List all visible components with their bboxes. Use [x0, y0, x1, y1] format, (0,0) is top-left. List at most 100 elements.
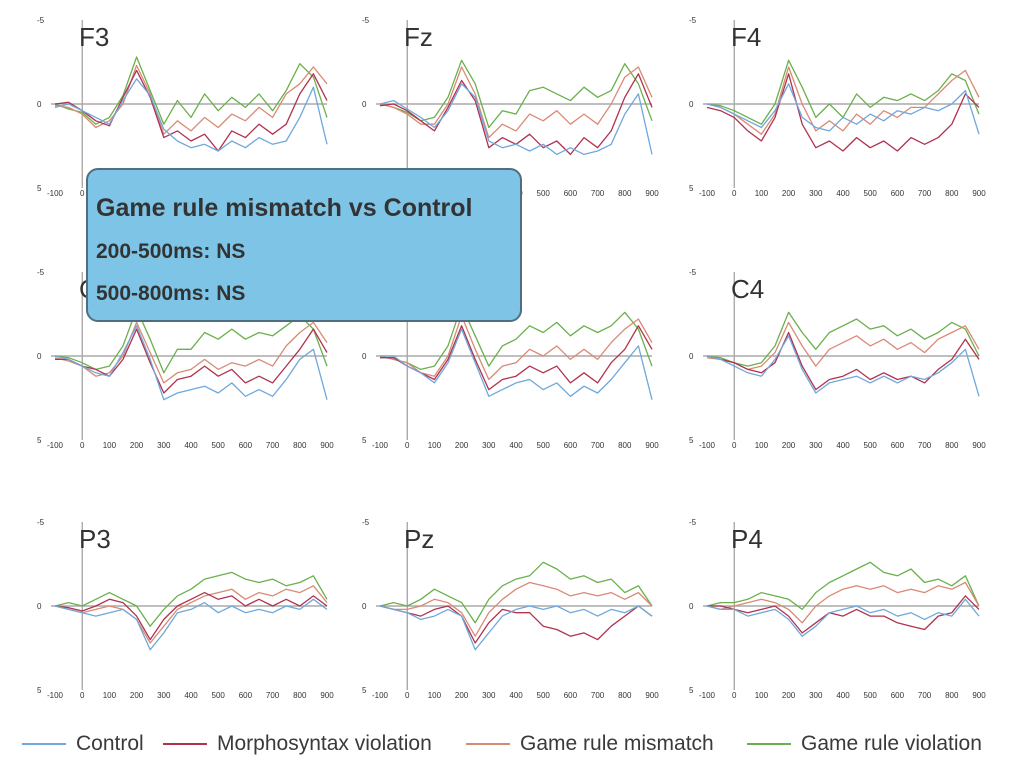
legend-swatch-morphosyntax	[163, 743, 207, 745]
callout-line-1: 200-500ms: NS	[96, 240, 246, 263]
x-tick-label: 700	[591, 441, 605, 450]
x-tick-label: 600	[239, 441, 253, 450]
series-line-game-rule-violation	[706, 59, 980, 125]
x-tick-label: 700	[266, 441, 280, 450]
series-line-control	[706, 335, 980, 397]
y-tick-label: -5	[689, 518, 697, 527]
y-tick-label: 0	[37, 602, 42, 611]
series-line-morphosyntax-violation	[706, 331, 980, 391]
x-tick-label: 900	[972, 441, 986, 450]
y-tick-label: -5	[362, 16, 370, 25]
y-tick-label: 5	[689, 686, 694, 695]
y-tick-label: 5	[362, 686, 367, 695]
y-tick-label: 5	[37, 436, 42, 445]
series-line-game-rule-violation	[54, 56, 328, 125]
series-line-game-rule-mismatch	[379, 315, 653, 381]
legend-label-control: Control	[76, 732, 144, 755]
series-line-game-rule-violation	[379, 561, 653, 624]
series-line-control	[54, 78, 328, 152]
x-tick-label: 100	[103, 441, 117, 450]
x-tick-label: 800	[945, 189, 959, 198]
series-line-control	[706, 598, 980, 637]
panel-label-p3: P3	[79, 524, 111, 554]
legend-swatch-control	[22, 743, 66, 745]
series-line-game-rule-violation	[379, 304, 653, 371]
series-line-game-rule-mismatch	[379, 66, 653, 139]
erp-panel-grid: -505-1000100200300400500600700800900F3-5…	[37, 16, 986, 700]
legend-swatch-violation	[747, 743, 791, 745]
x-tick-label: 300	[157, 441, 171, 450]
x-tick-label: 200	[455, 441, 469, 450]
series-line-morphosyntax-violation	[55, 328, 328, 394]
x-tick-label: 800	[618, 189, 632, 198]
x-tick-label: 200	[782, 189, 796, 198]
panel-label-c4: C4	[731, 274, 764, 304]
legend-item-mismatch: Game rule mismatch	[466, 724, 714, 764]
panel-label-f3: F3	[79, 22, 109, 52]
x-tick-label: 500	[864, 441, 878, 450]
series-line-game-rule-mismatch	[54, 585, 328, 644]
legend-label-mismatch: Game rule mismatch	[520, 732, 714, 755]
callout-title: Game rule mismatch vs Control	[96, 194, 473, 222]
x-tick-label: 700	[918, 691, 932, 700]
x-tick-label: 700	[266, 691, 280, 700]
panel-f4: -5 0 5 -100 0 100 200 300 400 500 600 700 800 900 F4	[689, 16, 986, 198]
series-line-game-rule-mismatch	[54, 64, 328, 135]
x-tick-label: 300	[482, 691, 496, 700]
x-tick-label: 900	[972, 691, 986, 700]
series-line-game-rule-mismatch	[706, 581, 980, 624]
panel-c4: -5 0 5 -100 0 100 200 300 400 500 600 700 800 900 C4	[689, 268, 986, 450]
y-tick-label: 0	[37, 352, 42, 361]
x-tick-label: 0	[80, 691, 85, 700]
y-tick-label: 0	[689, 100, 694, 109]
x-tick-label: 800	[945, 691, 959, 700]
x-tick-label: 600	[564, 691, 578, 700]
x-tick-label: 600	[564, 189, 578, 198]
x-tick-label: 0	[732, 691, 737, 700]
legend-item-violation: Game rule violation	[747, 724, 982, 764]
x-tick-label: 300	[809, 441, 823, 450]
x-tick-label: 400	[509, 691, 523, 700]
series-line-morphosyntax-violation	[706, 73, 980, 152]
y-tick-label: 5	[689, 436, 694, 445]
x-tick-label: 0	[80, 189, 85, 198]
series-line-morphosyntax-violation	[379, 605, 653, 644]
x-tick-label: 200	[782, 441, 796, 450]
y-tick-label: 5	[37, 184, 42, 193]
x-tick-label: 900	[645, 189, 659, 198]
x-tick-label: -100	[699, 441, 716, 450]
stats-callout: Game rule mismatch vs Control 200-500ms:…	[86, 168, 522, 322]
panel-label-fz: Fz	[404, 22, 433, 52]
x-tick-label: 300	[809, 691, 823, 700]
panel-c3: -505-1000100200300400500600700800900C3	[37, 268, 334, 450]
x-tick-label: 100	[103, 691, 117, 700]
y-tick-label: -5	[689, 16, 697, 25]
series-line-control	[380, 328, 653, 400]
x-tick-label: 400	[836, 691, 850, 700]
series-line-control	[706, 83, 980, 135]
y-tick-label: 0	[689, 352, 694, 361]
x-tick-label: 600	[891, 441, 905, 450]
series-line-control	[379, 83, 653, 156]
x-tick-label: 900	[972, 189, 986, 198]
x-tick-label: 0	[405, 691, 410, 700]
y-tick-label: 5	[362, 436, 367, 445]
panel-label-pz: Pz	[404, 524, 434, 554]
x-tick-label: 900	[645, 691, 659, 700]
series-line-game-rule-mismatch	[706, 321, 980, 371]
series-line-morphosyntax-violation	[54, 591, 328, 641]
x-tick-label: -100	[47, 691, 64, 700]
y-tick-label: 0	[362, 602, 367, 611]
series-line-game-rule-violation	[379, 59, 653, 129]
x-tick-label: 800	[618, 691, 632, 700]
x-tick-label: 800	[293, 691, 307, 700]
y-tick-label: 0	[362, 100, 367, 109]
x-tick-label: 400	[184, 441, 198, 450]
x-tick-label: 600	[891, 691, 905, 700]
y-tick-label: 5	[689, 184, 694, 193]
x-tick-label: 500	[212, 691, 226, 700]
x-tick-label: 200	[130, 441, 144, 450]
x-tick-label: 600	[239, 691, 253, 700]
x-tick-label: -100	[372, 691, 389, 700]
series-line-morphosyntax-violation	[380, 325, 653, 391]
